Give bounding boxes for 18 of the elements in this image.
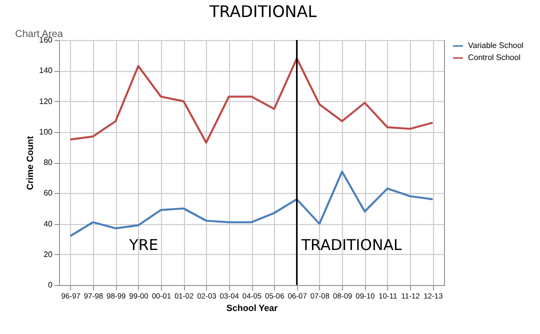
annotation: YRE: [128, 236, 158, 254]
y-tick-label: 140: [39, 66, 54, 76]
y-tick-label: 60: [44, 188, 54, 198]
line-series: [69, 170, 434, 237]
y-tick-label: 20: [44, 250, 54, 259]
y-tick-label: 120: [39, 96, 54, 106]
y-axis-title: Crime Count: [25, 136, 36, 190]
x-axis-title: School Year: [226, 303, 278, 313]
y-tick-label: 40: [44, 219, 54, 228]
y-tick-label: 0: [48, 280, 54, 290]
line-series: [69, 57, 434, 144]
text: TRADITIONAL: [208, 2, 317, 21]
annotation: TRADITIONAL: [300, 236, 402, 254]
legend-label: Variable School: [468, 41, 524, 50]
y-tick-label: 80: [44, 158, 54, 167]
y-tick-label: 100: [39, 127, 54, 136]
legend-label: Control School: [468, 53, 521, 62]
y-tick-label: 160: [39, 36, 54, 44]
